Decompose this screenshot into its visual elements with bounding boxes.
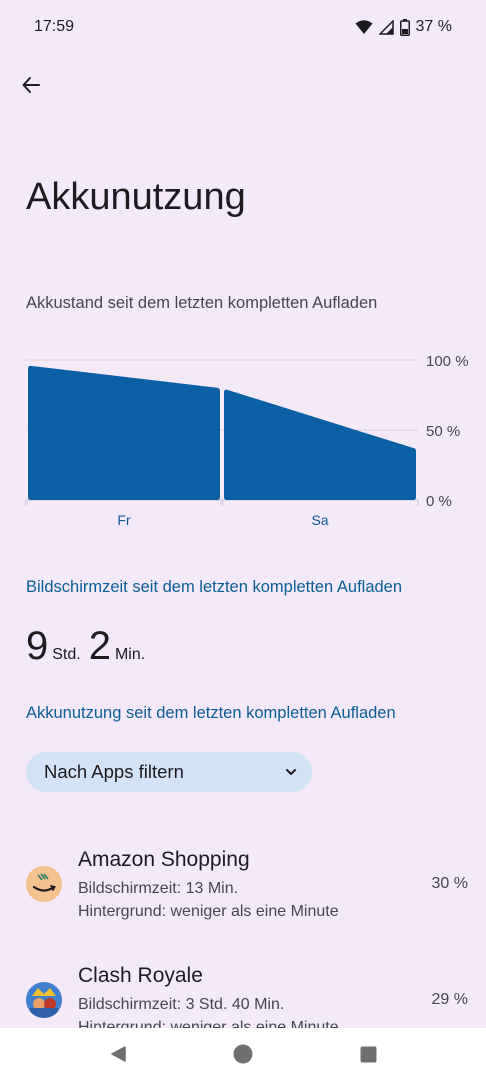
nav-recents-button[interactable]	[356, 1042, 380, 1066]
app-background-time: Hintergrund: weniger als eine Minute	[78, 903, 339, 920]
screen-time-hours-unit: Std.	[52, 646, 81, 663]
screen-time-heading: Bildschirmzeit seit dem letzten komplett…	[26, 578, 403, 596]
status-time: 17:59	[34, 18, 75, 35]
status-bar: 17:59 37 %	[0, 0, 486, 54]
screen-time-minutes-unit: Min.	[114, 646, 146, 663]
arrow-back-icon	[22, 77, 40, 93]
screen-time-minutes: 2	[88, 624, 111, 668]
nav-back-button[interactable]	[106, 1042, 130, 1066]
app-usage-percent: 29 %	[431, 991, 468, 1008]
app-name: Amazon Shopping	[78, 848, 250, 871]
battery-level-chart: 100 % 50 % 0 % Fr Sa	[25, 353, 469, 528]
y-tick-label: 0 %	[426, 493, 452, 510]
app-screen-time: Bildschirmzeit: 3 Std. 40 Min.	[78, 996, 285, 1013]
app-row-amazon[interactable]: Amazon Shopping Bildschirmzeit: 13 Min. …	[0, 840, 486, 950]
y-tick-label: 100 %	[426, 353, 469, 370]
wifi-icon	[355, 20, 373, 34]
chart-caption: Akkustand seit dem letzten kompletten Au…	[26, 294, 378, 312]
battery-icon	[399, 18, 410, 36]
status-icons: 37 %	[355, 18, 452, 36]
back-button[interactable]	[14, 68, 48, 102]
nav-home-button[interactable]	[231, 1042, 255, 1066]
battery-area-segment	[28, 365, 220, 500]
x-category-label: Sa	[311, 512, 328, 528]
filter-label: Nach Apps filtern	[44, 761, 184, 782]
usage-heading: Akkunutzung seit dem letzten kompletten …	[26, 704, 396, 722]
navigation-bar	[0, 1028, 486, 1080]
page-title: Akkunutzung	[26, 176, 246, 218]
app-screen-time: Bildschirmzeit: 13 Min.	[78, 880, 239, 897]
battery-percent: 37 %	[415, 18, 452, 35]
app-usage-percent: 30 %	[431, 875, 468, 892]
app-row-clash-royale[interactable]: Clash Royale Bildschirmzeit: 3 Std. 40 M…	[0, 956, 486, 1066]
app-name: Clash Royale	[78, 964, 203, 987]
filter-dropdown[interactable]: Nach Apps filtern	[26, 752, 312, 792]
clash-royale-icon	[26, 982, 62, 1018]
square-recents-icon	[360, 1046, 376, 1062]
chevron-down-icon	[286, 769, 296, 775]
cell-signal-icon	[378, 19, 394, 35]
y-tick-label: 50 %	[426, 423, 460, 440]
amazon-icon	[26, 866, 62, 902]
x-category-label: Fr	[117, 512, 131, 528]
circle-home-icon	[233, 1044, 253, 1064]
battery-area-segment	[224, 389, 416, 500]
screen-time-value: 9 Std. 2 Min.	[26, 624, 153, 669]
screen-time-hours: 9	[26, 624, 49, 668]
triangle-back-icon	[111, 1046, 126, 1062]
